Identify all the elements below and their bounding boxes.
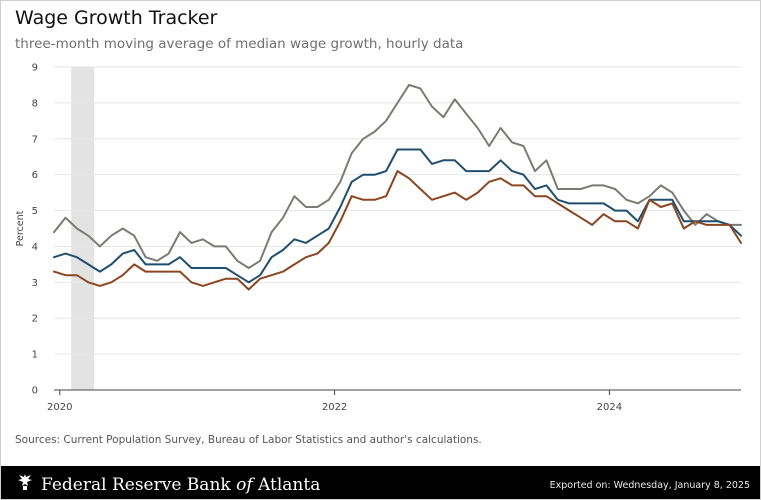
y-tick-label: 2: [32, 314, 38, 325]
line-chart: 0 1 2 3 4 5 6 7 8 9 2020 2022 2024 Percent: [15, 63, 742, 413]
y-tick-label: 1: [32, 350, 38, 361]
y-tick-label: 9: [32, 63, 38, 74]
x-tick-label: 2024: [597, 402, 622, 413]
y-tick-label: 7: [32, 134, 38, 145]
export-date: Exported on: Wednesday, January 8, 2025: [549, 480, 750, 491]
y-tick-label: 0: [32, 386, 38, 397]
y-tick-label: 4: [32, 242, 38, 253]
source-note: Sources: Current Population Survey, Bure…: [15, 434, 482, 446]
x-tick-label: 2020: [47, 402, 72, 413]
series-line-2: [53, 148, 742, 284]
x-tick-label: 2022: [322, 402, 347, 413]
recession-shading: [71, 67, 95, 390]
y-axis-label: Percent: [15, 210, 26, 246]
y-tick-label: 6: [32, 170, 38, 181]
chart-subtitle: three-month moving average of median wag…: [15, 36, 464, 52]
y-tick-label: 5: [32, 206, 38, 217]
org-name-part1: Federal Reserve Bank: [41, 474, 237, 495]
series-line-3: [53, 170, 742, 291]
footer-logo: Federal Reserve Bank of Atlanta: [17, 473, 320, 496]
org-name-part2: Atlanta: [252, 474, 321, 495]
chart-title: Wage Growth Tracker: [15, 7, 218, 29]
y-tick-label: 3: [32, 278, 38, 289]
org-name: Federal Reserve Bank of Atlanta: [41, 475, 320, 495]
y-tick-label: 8: [32, 98, 38, 109]
series-line-1: [53, 83, 742, 269]
footer-bar: Federal Reserve Bank of Atlanta Exported…: [1, 466, 760, 499]
eagle-seal-icon: [17, 473, 33, 496]
org-name-of: of: [236, 474, 253, 495]
